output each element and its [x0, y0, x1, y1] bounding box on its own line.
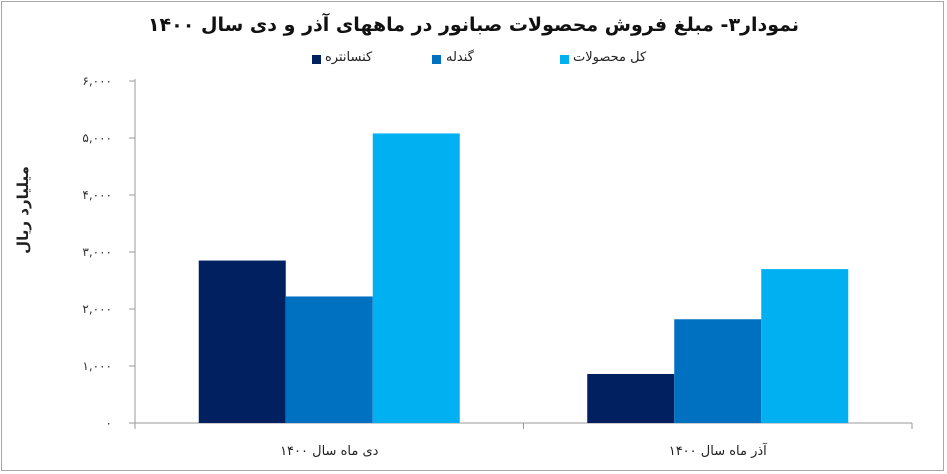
- bar-total: [761, 269, 849, 423]
- bar-concentrate: [587, 373, 675, 423]
- bar-pellet: [674, 319, 762, 423]
- x-category-label: دی ماه سال ۱۴۰۰: [280, 444, 379, 459]
- bar-total: [372, 133, 460, 423]
- y-tick-label: ۵,۰۰۰: [82, 131, 112, 145]
- legend-swatch-pellet: [432, 55, 441, 64]
- x-category-label: آذر ماه سال ۱۴۰۰: [669, 442, 768, 459]
- legend: کنسانتره گندله کل محصولات: [0, 50, 947, 70]
- legend-label-concentrate: کنسانتره: [325, 50, 373, 65]
- legend-label-total: کل محصولات: [573, 50, 647, 65]
- y-tick-label: ۳,۰۰۰: [82, 245, 112, 259]
- chart-title: نمودار۳- مبلغ فروش محصولات صبانور در ماه…: [147, 14, 800, 36]
- y-tick-label: ۰: [106, 416, 112, 430]
- legend-label-pellet: گندله: [446, 50, 474, 65]
- y-tick-label: ۴,۰۰۰: [82, 188, 112, 202]
- bar-pellet: [285, 296, 373, 423]
- legend-swatch-total: [560, 55, 569, 64]
- y-tick-label: ۱,۰۰۰: [82, 359, 112, 373]
- bar-concentrate: [198, 260, 286, 423]
- y-tick-label: ۲,۰۰۰: [82, 302, 112, 316]
- y-tick-label: ۶,۰۰۰: [82, 74, 112, 88]
- legend-swatch-concentrate: [312, 55, 321, 64]
